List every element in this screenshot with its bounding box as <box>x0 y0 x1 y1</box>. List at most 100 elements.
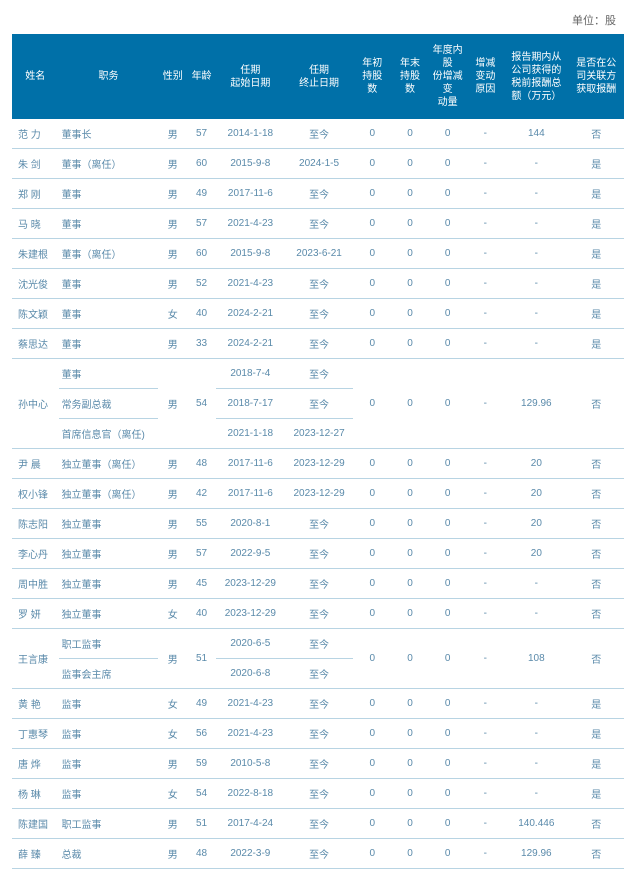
cell-comp: - <box>504 299 568 329</box>
table-row: 沈光俊董事男522021-4-23至今000--是 <box>12 269 624 299</box>
cell-change: 0 <box>429 809 467 839</box>
cell-gender: 男 <box>158 269 187 299</box>
table-row: 权小锋独立董事（离任）男422017-11-62023-12-29000-20否 <box>12 479 624 509</box>
cell-gender: 男 <box>158 359 187 449</box>
cell-related: 是 <box>568 779 624 809</box>
cell-end-date: 2023-12-29 <box>285 449 354 479</box>
cell-name: 周中胜 <box>12 569 59 599</box>
cell-change: 0 <box>429 719 467 749</box>
cell-gender: 男 <box>158 209 187 239</box>
cell-name: 尹 晨 <box>12 449 59 479</box>
cell-end-shares: 0 <box>391 209 429 239</box>
cell-comp: - <box>504 329 568 359</box>
cell-name: 朱建根 <box>12 239 59 269</box>
cell-related: 是 <box>568 209 624 239</box>
cell-end-date: 至今 <box>285 749 354 779</box>
cell-position: 董事 <box>59 179 159 209</box>
cell-age: 48 <box>187 449 216 479</box>
cell-reason: - <box>467 839 505 869</box>
cell-start-date: 2021-4-23 <box>216 689 285 719</box>
cell-end-date: 至今 <box>285 599 354 629</box>
cell-begin-shares: 0 <box>353 509 391 539</box>
cell-end-shares: 0 <box>391 569 429 599</box>
cell-age: 54 <box>187 779 216 809</box>
table-row: 唐 烨监事男592010-5-8至今000--是 <box>12 749 624 779</box>
cell-gender: 男 <box>158 119 187 149</box>
cell-gender: 男 <box>158 809 187 839</box>
table-row: 蔡思达董事男332024-2-21至今000--是 <box>12 329 624 359</box>
cell-age: 42 <box>187 479 216 509</box>
cell-position: 董事 <box>59 329 159 359</box>
cell-begin-shares: 0 <box>353 269 391 299</box>
cell-end-shares: 0 <box>391 509 429 539</box>
cell-start-date: 2017-11-6 <box>216 449 285 479</box>
cell-gender: 女 <box>158 779 187 809</box>
cell-change: 0 <box>429 539 467 569</box>
cell-end-date: 至今 <box>285 539 354 569</box>
cell-age: 60 <box>187 149 216 179</box>
cell-gender: 男 <box>158 749 187 779</box>
cell-start-date: 2021-4-23 <box>216 209 285 239</box>
cell-end-shares: 0 <box>391 179 429 209</box>
cell-name: 蔡思达 <box>12 329 59 359</box>
table-row: 薛 臻总裁男482022-3-9至今000-129.96否 <box>12 839 624 869</box>
cell-position: 董事 <box>59 359 159 389</box>
cell-name: 陈建国 <box>12 809 59 839</box>
cell-age: 56 <box>187 719 216 749</box>
cell-comp: - <box>504 779 568 809</box>
table-row: 黄 艳监事女492021-4-23至今000--是 <box>12 689 624 719</box>
cell-begin-shares: 0 <box>353 479 391 509</box>
table-body: 范 力董事长男572014-1-18至今000-144否朱 剑董事（离任）男60… <box>12 119 624 869</box>
cell-position: 独立董事（离任） <box>59 449 159 479</box>
cell-position: 独立董事（离任） <box>59 479 159 509</box>
unit-label: 单位：股 <box>12 12 624 28</box>
cell-reason: - <box>467 449 505 479</box>
cell-position: 监事 <box>59 719 159 749</box>
cell-change: 0 <box>429 269 467 299</box>
cell-start-date: 2022-9-5 <box>216 539 285 569</box>
personnel-table: 姓名 职务 性别 年龄 任期起始日期 任期终止日期 年初持股数 年末持股数 年度… <box>12 34 624 869</box>
cell-age: 48 <box>187 839 216 869</box>
cell-related: 否 <box>568 479 624 509</box>
cell-reason: - <box>467 689 505 719</box>
cell-name: 李心丹 <box>12 539 59 569</box>
cell-gender: 女 <box>158 299 187 329</box>
cell-position: 独立董事 <box>59 599 159 629</box>
cell-change: 0 <box>429 449 467 479</box>
cell-gender: 女 <box>158 719 187 749</box>
cell-end-shares: 0 <box>391 329 429 359</box>
cell-related: 否 <box>568 569 624 599</box>
cell-name: 黄 艳 <box>12 689 59 719</box>
cell-comp: - <box>504 599 568 629</box>
cell-begin-shares: 0 <box>353 209 391 239</box>
cell-change: 0 <box>429 629 467 689</box>
cell-start-date: 2021-1-18 <box>216 419 285 449</box>
cell-age: 57 <box>187 209 216 239</box>
cell-reason: - <box>467 149 505 179</box>
table-row: 郑 刚董事男492017-11-6至今000--是 <box>12 179 624 209</box>
cell-comp: - <box>504 269 568 299</box>
cell-comp: 20 <box>504 449 568 479</box>
cell-related: 是 <box>568 299 624 329</box>
cell-age: 57 <box>187 539 216 569</box>
cell-change: 0 <box>429 599 467 629</box>
cell-related: 是 <box>568 719 624 749</box>
cell-end-date: 至今 <box>285 389 354 419</box>
cell-age: 33 <box>187 329 216 359</box>
table-row: 孙中心董事男542018-7-4至今000-129.96否 <box>12 359 624 389</box>
table-row: 周中胜独立董事男452023-12-29至今000--否 <box>12 569 624 599</box>
cell-change: 0 <box>429 359 467 449</box>
col-end: 任期终止日期 <box>285 34 354 119</box>
cell-gender: 男 <box>158 479 187 509</box>
cell-reason: - <box>467 299 505 329</box>
cell-name: 薛 臻 <box>12 839 59 869</box>
cell-related: 是 <box>568 149 624 179</box>
cell-start-date: 2020-6-8 <box>216 659 285 689</box>
cell-end-date: 至今 <box>285 719 354 749</box>
cell-end-date: 2023-12-29 <box>285 479 354 509</box>
cell-end-date: 至今 <box>285 209 354 239</box>
cell-age: 40 <box>187 599 216 629</box>
col-name: 姓名 <box>12 34 59 119</box>
cell-comp: - <box>504 749 568 779</box>
cell-gender: 男 <box>158 329 187 359</box>
